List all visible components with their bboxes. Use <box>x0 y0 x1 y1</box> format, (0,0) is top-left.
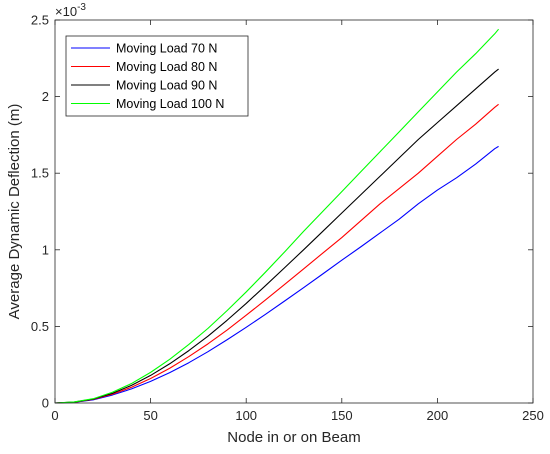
legend-box <box>65 35 249 117</box>
y-tick-label: 1 <box>42 242 49 257</box>
x-tick-label: 200 <box>427 408 449 423</box>
y-tick-label: 1.5 <box>31 166 49 181</box>
legend-entry: Moving Load 90 N <box>116 79 217 93</box>
series-line-2 <box>54 103 499 404</box>
x-axis-label: Node in or on Beam <box>227 429 360 446</box>
legend-entry: Moving Load 70 N <box>116 42 217 56</box>
series-group <box>54 28 500 404</box>
x-tick-label: 100 <box>235 408 257 423</box>
y-axis-exponent: ×10-3 <box>55 2 86 19</box>
x-tick-label: 250 <box>522 408 544 423</box>
tick-group: 0 50 100 150 200 250 0 0.5 1 1.5 2 2.5 <box>31 13 544 424</box>
x-tick-label: 150 <box>331 408 353 423</box>
y-tick-label: 2 <box>42 89 49 104</box>
y-exponent-base: ×10 <box>55 4 77 19</box>
legend: Moving Load 70 N Moving Load 80 N Moving L… <box>65 35 249 117</box>
series-line-4 <box>54 28 500 404</box>
series-line-3 <box>54 68 499 404</box>
legend-entry: Moving Load 80 N <box>116 60 217 74</box>
y-axis-label: Average Dynamic Deflection (m) <box>6 104 23 320</box>
y-exponent-power: -3 <box>77 2 86 13</box>
legend-entry: Moving Load 100 N <box>116 97 224 111</box>
x-tick-label: 50 <box>143 408 157 423</box>
series-line-1 <box>54 145 499 404</box>
y-tick-label: 2.5 <box>31 13 49 28</box>
y-tick-label: 0.5 <box>31 319 49 334</box>
plot-frame <box>54 19 534 404</box>
x-tick-label: 0 <box>51 408 58 423</box>
y-tick-label: 0 <box>42 396 49 411</box>
